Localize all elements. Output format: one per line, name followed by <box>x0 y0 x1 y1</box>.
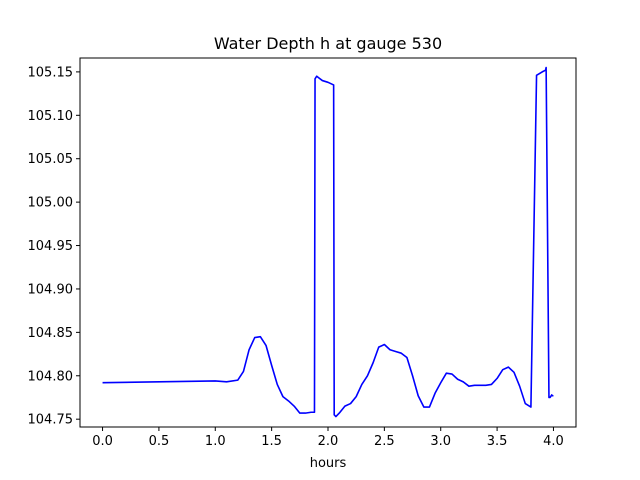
y-tick-label: 105.10 <box>28 109 74 124</box>
y-axis-ticks: 104.75 104.80 104.85 104.90 104.95 105.00 105.… <box>28 65 80 428</box>
x-tick-label: 0.0 <box>92 434 113 449</box>
y-tick-label: 105.00 <box>28 196 74 211</box>
x-tick-label: 0.5 <box>149 434 170 449</box>
x-tick-label: 2.0 <box>318 434 339 449</box>
x-axis-ticks: 0.0 0.5 1.0 1.5 2.0 2.5 3.0 3.5 4.0 <box>92 427 564 449</box>
x-tick-label: 3.0 <box>430 434 451 449</box>
chart-title: Water Depth h at gauge 530 <box>214 34 442 53</box>
y-tick-label: 104.90 <box>28 282 74 297</box>
plot-area <box>102 66 554 418</box>
x-tick-label: 3.5 <box>487 434 508 449</box>
x-tick-label: 2.5 <box>374 434 395 449</box>
x-tick-label: 4.0 <box>543 434 564 449</box>
x-tick-label: 1.5 <box>261 434 282 449</box>
y-tick-label: 104.95 <box>28 239 74 254</box>
y-tick-label: 105.05 <box>28 152 74 167</box>
x-tick-label: 1.0 <box>205 434 226 449</box>
y-tick-label: 104.75 <box>28 413 74 428</box>
y-tick-label: 104.85 <box>28 326 74 341</box>
series-line-0 <box>102 66 554 418</box>
x-axis-label: hours <box>310 456 347 471</box>
y-tick-label: 104.80 <box>28 369 74 384</box>
plot-frame <box>79 57 577 428</box>
y-tick-label: 105.15 <box>28 65 74 80</box>
